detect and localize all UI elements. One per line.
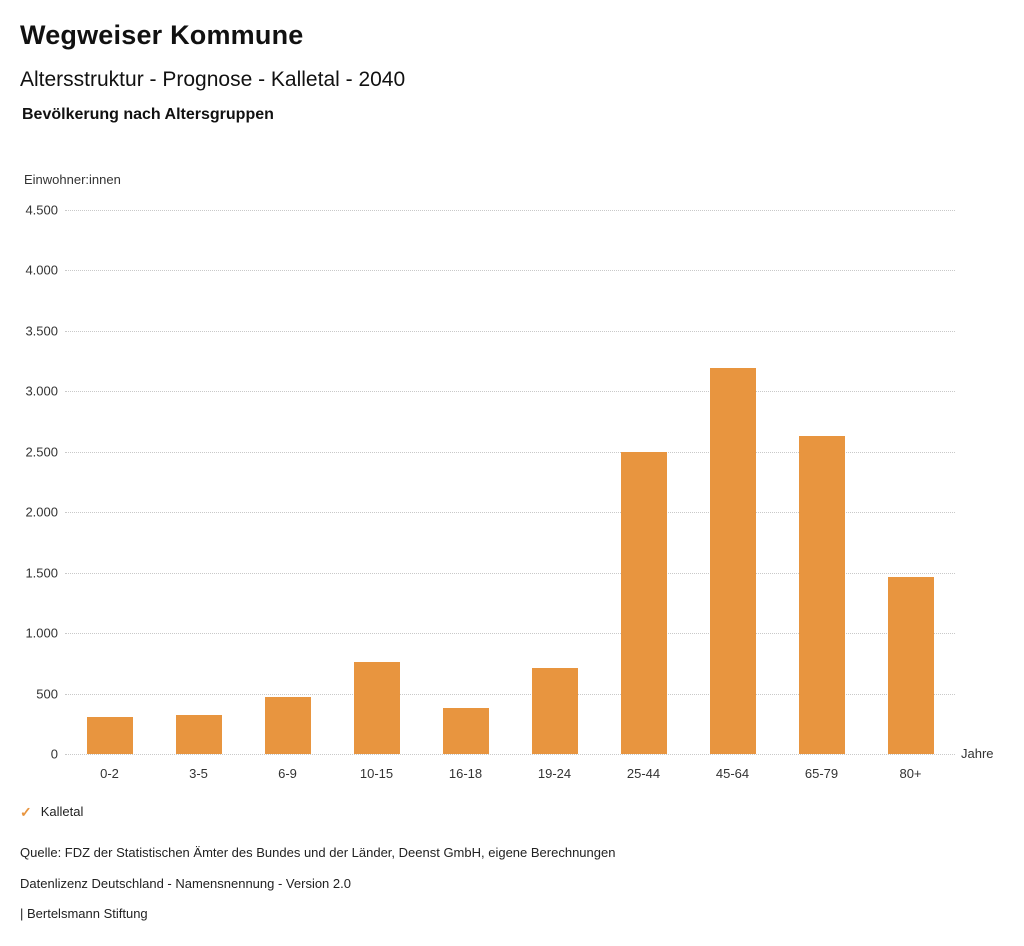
x-tick-label: 45-64 — [715, 766, 750, 781]
y-tick-label: 2.500 — [25, 444, 58, 460]
x-tick-label: 25-44 — [626, 766, 661, 781]
gridline — [65, 210, 955, 211]
bar-19-24[interactable] — [531, 668, 578, 754]
chart-plot-area: 0 500 1.000 1.500 2.000 2.500 3.000 3.500 4.000 4… — [25, 203, 993, 782]
gridline — [65, 512, 955, 514]
chart-heading: Bevölkerung nach Altersgruppen — [22, 106, 274, 123]
x-tick-label: 6-9 — [278, 766, 297, 781]
bar-16-18[interactable] — [442, 708, 489, 754]
bar-45-64[interactable] — [709, 368, 756, 754]
gridline — [65, 451, 955, 453]
y-tick-label: 1.500 — [25, 565, 58, 581]
bar-80+[interactable] — [887, 576, 934, 754]
gridline — [65, 572, 955, 574]
bar-3-5[interactable] — [175, 715, 222, 754]
gridline — [65, 270, 955, 272]
bar-10-15[interactable] — [353, 662, 400, 754]
gridline — [65, 633, 955, 635]
y-tick-label: 2.000 — [25, 504, 58, 520]
page-subtitle: Altersstruktur - Prognose - Kalletal - 2… — [20, 68, 406, 91]
x-tick-label: 65-79 — [804, 766, 839, 781]
x-tick-label: 0-2 — [100, 766, 119, 781]
y-tick-label: 0 — [50, 746, 58, 762]
x-axis-title: Jahre — [961, 746, 994, 761]
y-tick-label: 3.500 — [25, 323, 58, 339]
gridline — [65, 693, 955, 695]
footer-source: Quelle: FDZ der Statistischen Ämter des … — [20, 845, 616, 860]
bar-25-44[interactable] — [620, 451, 667, 754]
y-tick-label: 500 — [36, 686, 58, 702]
gridline — [65, 391, 955, 393]
x-tick-label: 3-5 — [189, 766, 208, 781]
bar-0-2[interactable] — [86, 717, 133, 754]
y-tick-label: 4.000 — [25, 262, 58, 278]
bar-65-79[interactable] — [798, 436, 845, 754]
x-tick-label: 16-18 — [448, 766, 483, 781]
x-tick-label: 10-15 — [359, 766, 394, 781]
gridline — [65, 330, 955, 332]
legend-check-icon: ✓ — [20, 803, 32, 820]
y-tick-label: 1.000 — [25, 625, 58, 641]
page-title: Wegweiser Kommune — [20, 20, 304, 50]
y-tick-label: 3.000 — [25, 383, 58, 399]
legend-item-kalletal[interactable]: ✓ Kalletal — [20, 804, 83, 819]
y-axis-title: Einwohner:innen — [24, 172, 121, 187]
x-tick-label: 19-24 — [537, 766, 572, 781]
legend-label: Kalletal — [40, 804, 84, 819]
x-tick-label: 80+ — [899, 766, 922, 781]
footer-attribution: | Bertelsmann Stiftung — [20, 906, 148, 921]
y-tick-label: 4.500 — [25, 202, 58, 218]
gridline — [65, 754, 955, 755]
bar-6-9[interactable] — [264, 697, 311, 754]
footer-license: Datenlizenz Deutschland - Namensnennung … — [20, 876, 351, 891]
